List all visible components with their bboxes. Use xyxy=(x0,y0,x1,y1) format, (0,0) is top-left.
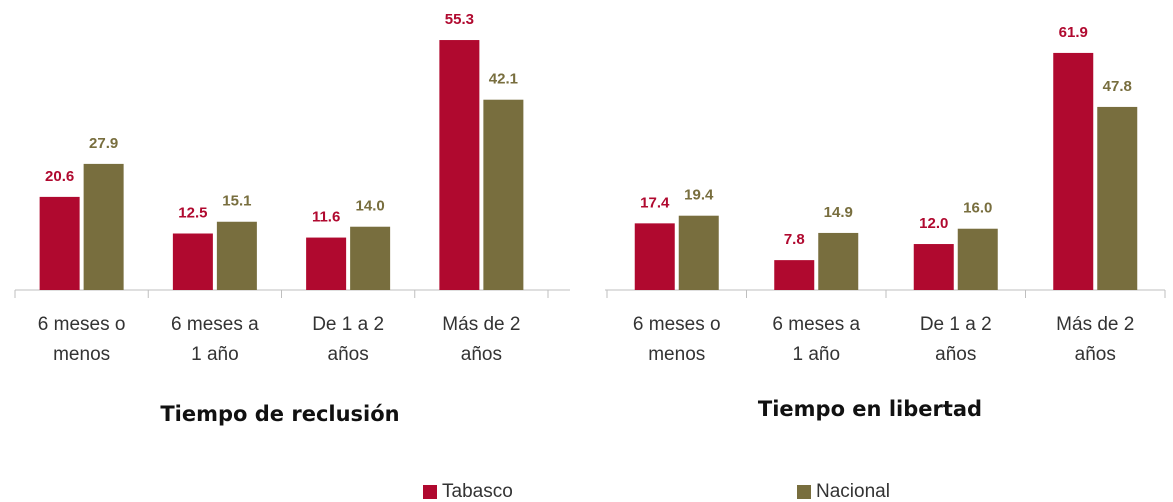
bar xyxy=(818,232,859,290)
x-tick-label: De 1 a 2 xyxy=(312,314,384,335)
bar xyxy=(957,228,998,290)
x-tick-label: 1 año xyxy=(792,344,840,365)
x-tick-label: 6 meses o xyxy=(633,314,721,335)
bar xyxy=(83,163,124,290)
x-tick-label: Más de 2 xyxy=(442,314,520,335)
x-tick-label: años xyxy=(461,344,502,365)
data-label: 27.9 xyxy=(89,135,118,152)
data-label: 47.8 xyxy=(1103,78,1132,95)
x-tick-label: años xyxy=(935,344,976,365)
data-label: 12.5 xyxy=(178,204,207,221)
data-label: 42.1 xyxy=(489,71,518,88)
bar xyxy=(172,233,213,290)
data-label: 61.9 xyxy=(1059,24,1088,41)
data-label: 55.3 xyxy=(445,11,474,28)
data-label: 16.0 xyxy=(963,200,992,217)
x-tick-label: menos xyxy=(53,344,110,365)
bar xyxy=(634,223,675,290)
data-label: 17.4 xyxy=(640,194,670,211)
data-label: 14.0 xyxy=(356,198,385,215)
x-tick-label: 6 meses a xyxy=(772,314,860,335)
data-label: 19.4 xyxy=(684,187,714,204)
bar xyxy=(350,226,391,290)
data-label: 11.6 xyxy=(312,209,340,226)
bar xyxy=(774,260,815,290)
bar xyxy=(216,221,257,290)
x-tick-label: menos xyxy=(648,344,705,365)
data-label: 7.8 xyxy=(784,231,805,248)
x-tick-label: 6 meses a xyxy=(171,314,259,335)
bar xyxy=(678,215,719,290)
bar xyxy=(439,40,480,290)
x-tick-label: De 1 a 2 xyxy=(920,314,992,335)
bar xyxy=(483,99,524,290)
data-label: 12.0 xyxy=(919,215,948,232)
x-tick-label: 6 meses o xyxy=(38,314,126,335)
bar xyxy=(39,196,80,290)
bar xyxy=(913,244,954,290)
data-label: 20.6 xyxy=(45,168,74,185)
x-tick-label: años xyxy=(328,344,369,365)
legend-label: Nacional xyxy=(816,481,890,502)
bar xyxy=(1053,52,1094,290)
chart-title: Tiempo en libertad xyxy=(758,397,982,421)
bar xyxy=(1097,106,1138,291)
chart-title: Tiempo de reclusión xyxy=(160,402,399,426)
bar xyxy=(306,237,347,290)
legend-label: Tabasco xyxy=(442,481,513,502)
legend-swatch xyxy=(797,485,811,499)
data-label: 14.9 xyxy=(824,204,853,221)
data-label: 15.1 xyxy=(222,193,251,210)
legend-swatch xyxy=(423,485,437,499)
x-tick-label: Más de 2 xyxy=(1056,314,1134,335)
x-tick-label: 1 año xyxy=(191,344,239,365)
x-tick-label: años xyxy=(1075,344,1116,365)
